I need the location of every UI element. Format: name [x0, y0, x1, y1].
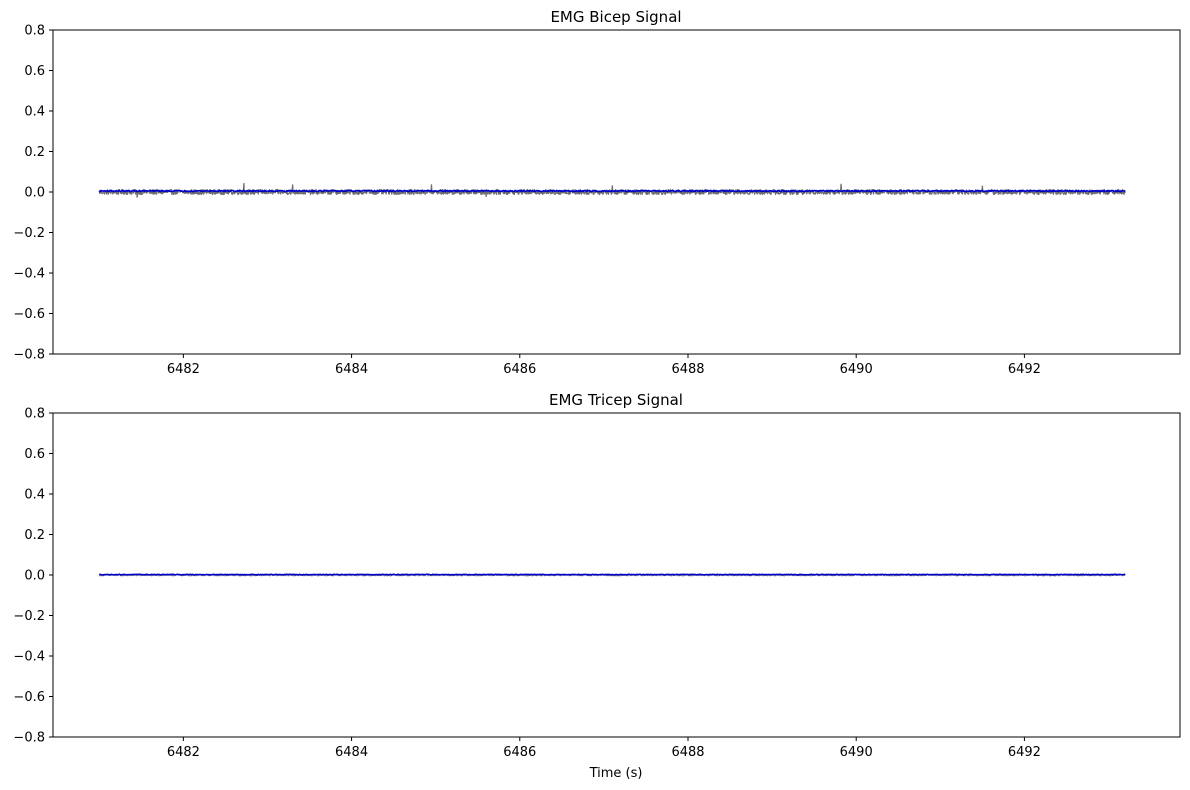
tricep-y-tick-label: 0.8: [24, 407, 45, 422]
bicep-series-envelope-line: [98, 189, 1126, 193]
bicep-y-tick-label: 0.8: [24, 24, 45, 39]
bicep-chart-panel: EMG Bicep Signal 6482 6484 6486 6488 6490 649…: [13, 8, 1181, 377]
bicep-x-tick-label: 6486: [503, 362, 536, 377]
tricep-series-envelope-line: [99, 573, 1126, 576]
tricep-x-tick-label: 6486: [503, 745, 536, 760]
tricep-x-tick-label: 6484: [335, 745, 368, 760]
bicep-x-tick-label: 6490: [840, 362, 873, 377]
tricep-x-axis: 6482 6484 6486 6488 6490 6492: [167, 737, 1041, 760]
tricep-x-tick-label: 6482: [167, 745, 200, 760]
bicep-y-tick-label: −0.8: [13, 348, 45, 363]
tricep-x-tick-label: 6488: [671, 745, 704, 760]
bicep-chart-title: EMG Bicep Signal: [550, 8, 681, 26]
bicep-y-tick-label: 0.4: [24, 105, 45, 120]
tricep-y-tick-label: −0.2: [13, 609, 45, 624]
bicep-plot-area: [98, 182, 1126, 198]
tricep-chart-panel: EMG Tricep Signal 6482 6484 6486 6488 6490 64…: [13, 391, 1181, 781]
tricep-y-tick-label: −0.8: [13, 731, 45, 746]
tricep-y-tick-label: −0.6: [13, 690, 45, 705]
bicep-x-tick-label: 6484: [335, 362, 368, 377]
tricep-y-tick-label: 0.0: [24, 569, 45, 584]
tricep-plot-area: [98, 573, 1126, 577]
bicep-x-tick-label: 6492: [1008, 362, 1041, 377]
tricep-x-tick-label: 6492: [1008, 745, 1041, 760]
bicep-series-raw-signal-line: [98, 182, 1126, 198]
bicep-y-tick-label: −0.6: [13, 307, 45, 322]
bicep-y-axis: 0.8 0.6 0.4 0.2 0.0 −0.2 −0.4 −0.6 −0.8: [13, 24, 53, 363]
bicep-y-tick-label: 0.2: [24, 145, 45, 160]
bicep-x-tick-label: 6482: [167, 362, 200, 377]
tricep-y-tick-label: 0.6: [24, 447, 45, 462]
bicep-y-tick-label: −0.4: [13, 267, 45, 282]
tricep-x-tick-label: 6490: [840, 745, 873, 760]
bicep-x-axis: 6482 6484 6486 6488 6490 6492: [167, 354, 1041, 377]
tricep-y-tick-label: −0.4: [13, 650, 45, 665]
tricep-y-tick-label: 0.4: [24, 488, 45, 503]
tricep-chart-title: EMG Tricep Signal: [549, 391, 683, 409]
bicep-y-tick-label: −0.2: [13, 226, 45, 241]
bicep-x-tick-label: 6488: [671, 362, 704, 377]
tricep-y-axis: 0.8 0.6 0.4 0.2 0.0 −0.2 −0.4 −0.6 −0.8: [13, 407, 53, 746]
tricep-x-axis-label: Time (s): [589, 766, 643, 781]
bicep-y-tick-label: 0.0: [24, 186, 45, 201]
bicep-y-tick-label: 0.6: [24, 64, 45, 79]
tricep-y-tick-label: 0.2: [24, 528, 45, 543]
